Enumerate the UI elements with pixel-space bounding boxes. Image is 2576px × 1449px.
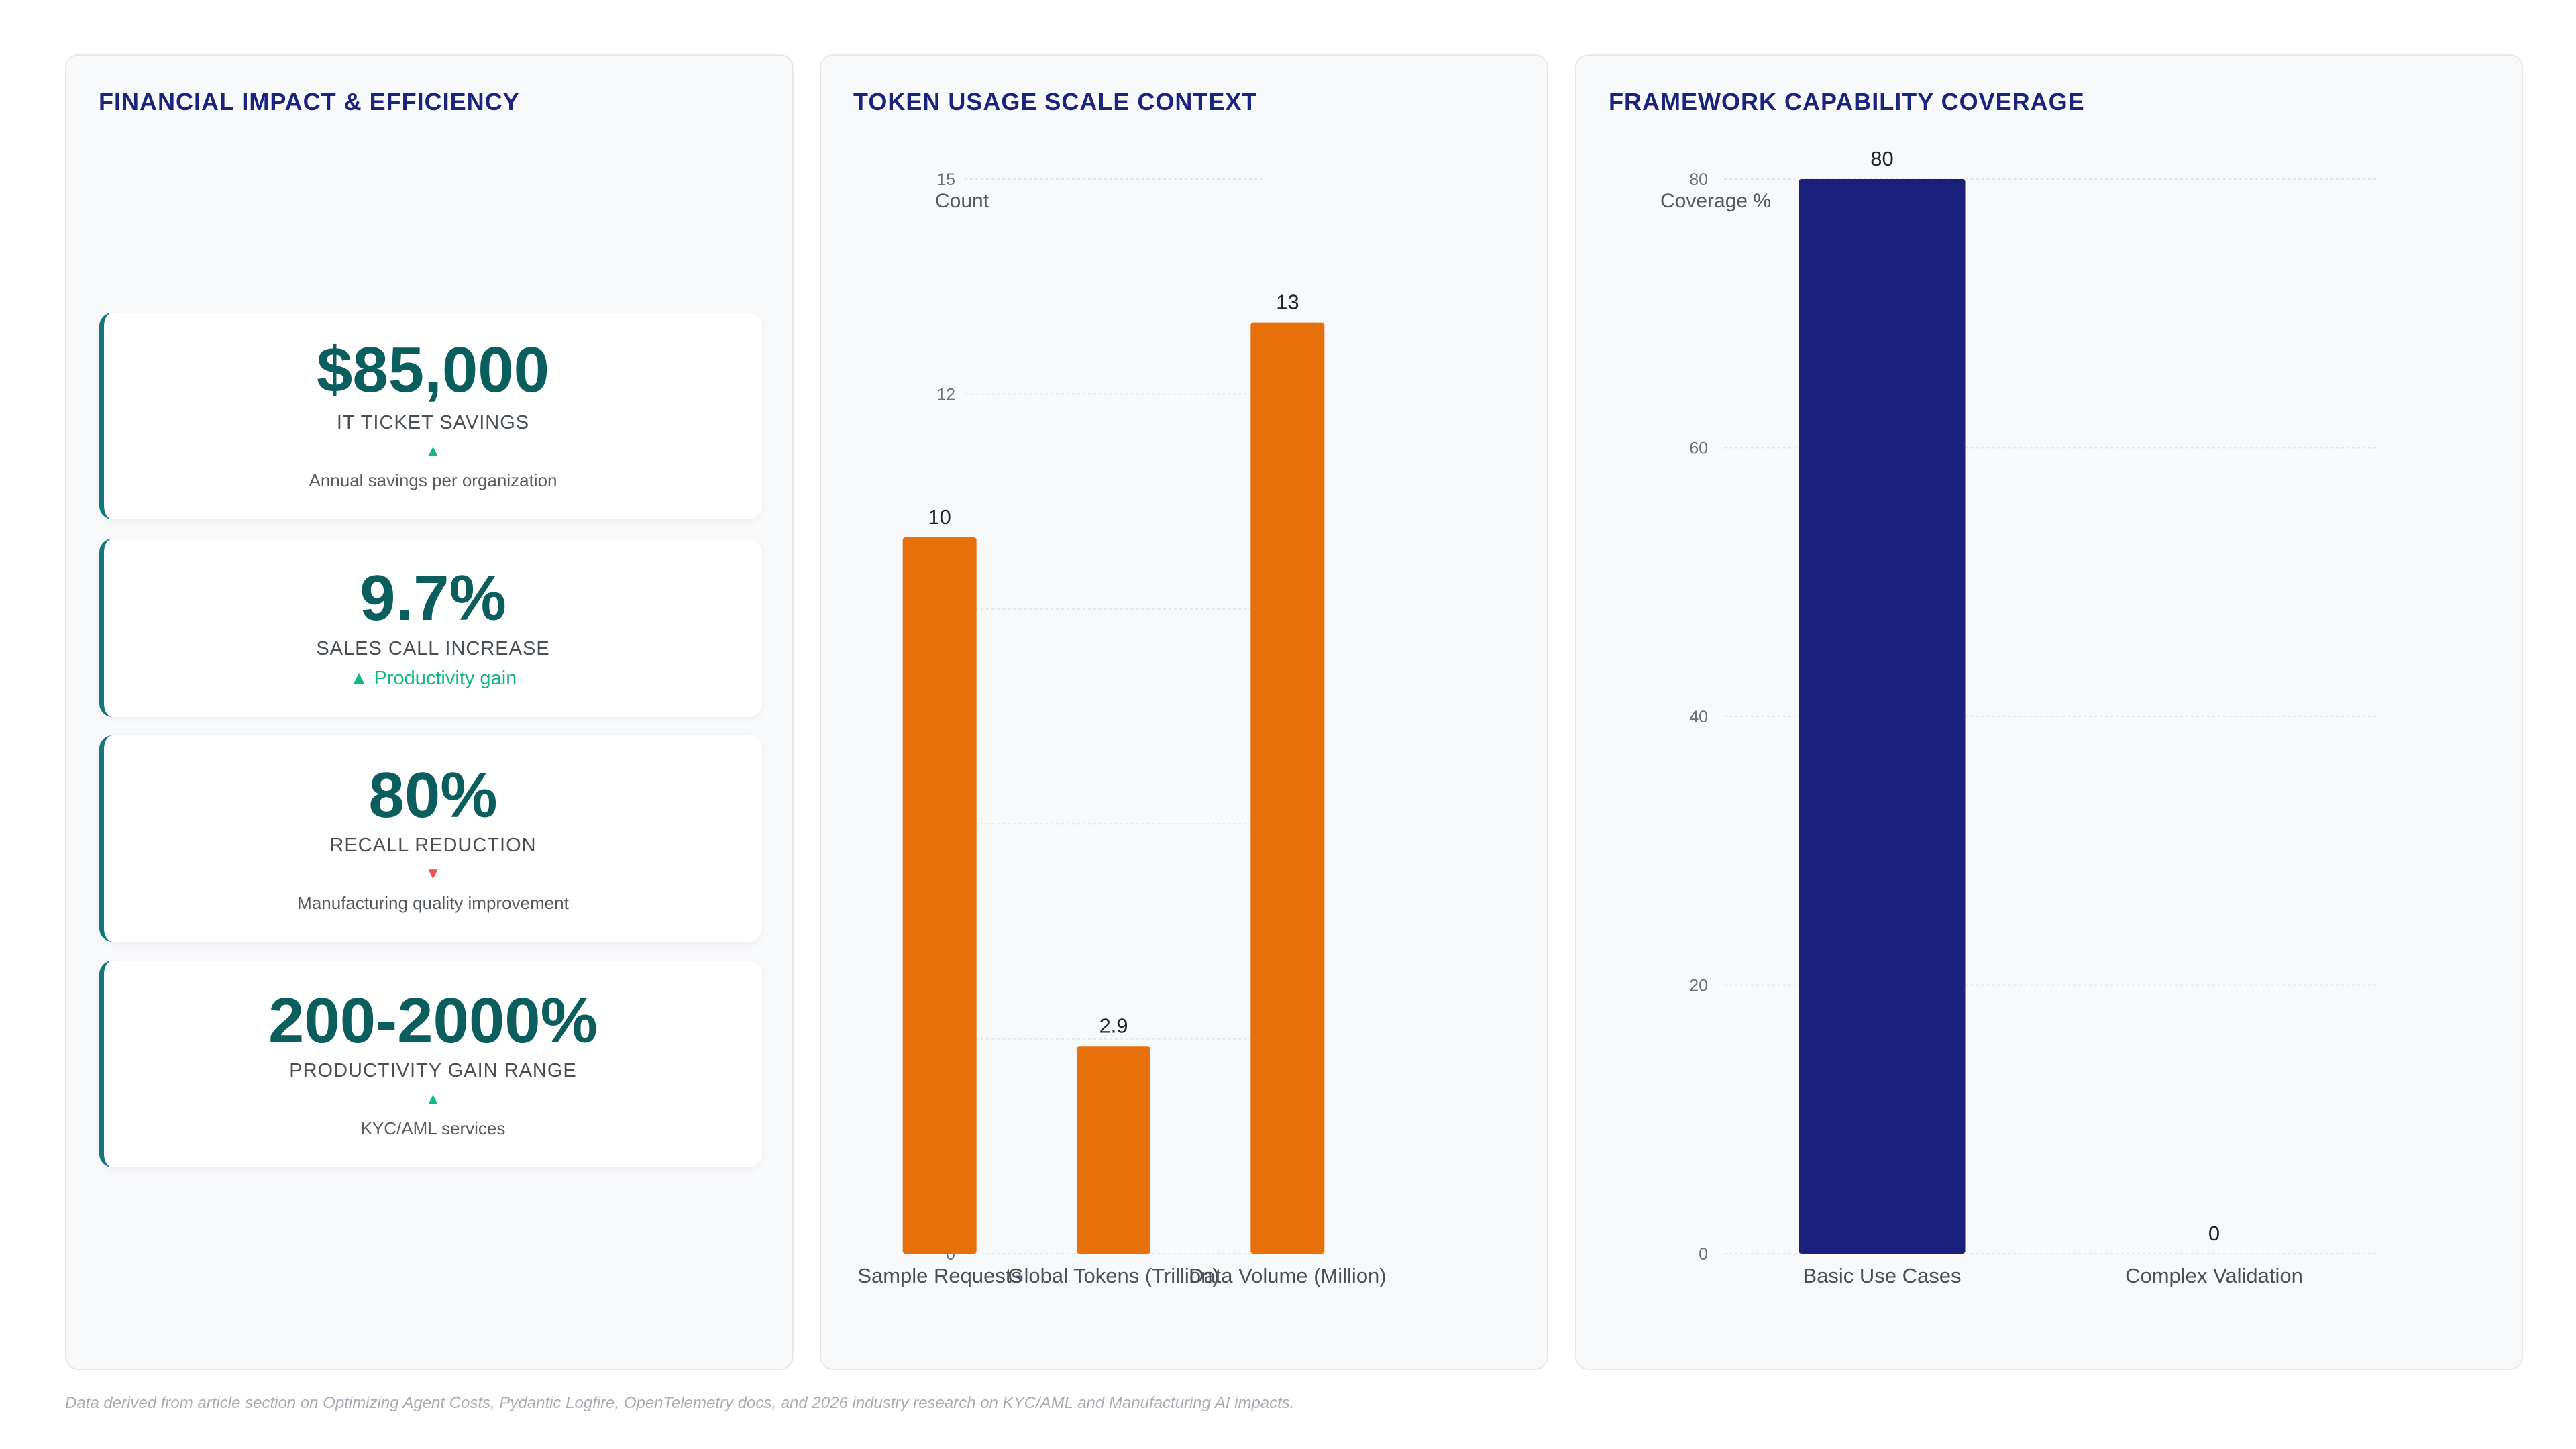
data-label: 80 bbox=[1870, 147, 1893, 170]
kpi-value: 9.7% bbox=[360, 562, 506, 634]
trend-up-icon: ▲ bbox=[425, 442, 441, 460]
kpi-label: IT TICKET SAVINGS bbox=[336, 412, 530, 433]
kpi-card-recall-reduction: 80% RECALL REDUCTION ▼ Manufacturing qua… bbox=[99, 735, 762, 942]
trend-down-icon: ▼ bbox=[425, 865, 441, 883]
kpi-card-sales-call-increase: 9.7% SALES CALL INCREASE ▲ Productivity … bbox=[99, 539, 762, 717]
data-label: 10 bbox=[928, 505, 951, 529]
y-tick-label: 20 bbox=[1689, 977, 1708, 996]
y-tick-label: 60 bbox=[1689, 439, 1708, 458]
data-label: 13 bbox=[1276, 290, 1299, 314]
kpi-description: Manufacturing quality improvement bbox=[297, 893, 569, 913]
kpi-trend-productivity-gain: ▲ Productivity gain bbox=[349, 667, 517, 689]
financial-impact-panel: FINANCIAL IMPACT & EFFICIENCY $85,000 IT… bbox=[65, 54, 794, 1370]
framework-coverage-panel: FRAMEWORK CAPABILITY COVERAGE Coverage %… bbox=[1575, 54, 2523, 1370]
bar-1 bbox=[1799, 179, 1966, 1254]
token-chart-title: TOKEN USAGE SCALE CONTEXT bbox=[853, 88, 1258, 115]
y-axis-label: Count bbox=[935, 190, 989, 212]
data-label: 2.9 bbox=[1099, 1014, 1128, 1037]
y-tick-label: 40 bbox=[1689, 708, 1708, 727]
kpi-label: RECALL REDUCTION bbox=[329, 835, 537, 856]
x-tick-label: Complex Validation bbox=[2125, 1264, 2303, 1287]
kpi-card-it-ticket-savings: $85,000 IT TICKET SAVINGS ▲ Annual savin… bbox=[99, 313, 762, 519]
y-tick-label: 15 bbox=[936, 170, 955, 189]
kpi-description: Annual savings per organization bbox=[309, 470, 557, 490]
y-tick-label: 12 bbox=[936, 385, 955, 404]
y-tick-label: 0 bbox=[1699, 1245, 1708, 1264]
y-axis-label: Coverage % bbox=[1660, 190, 1771, 212]
source-footnote: Data derived from article section on Opt… bbox=[65, 1394, 1295, 1412]
x-tick-label: Basic Use Cases bbox=[1803, 1264, 1961, 1287]
framework-coverage-chart: Coverage % 0 20 40 60 80 80 Basic Use Cases 0 Com… bbox=[1660, 147, 2379, 1287]
financial-panel-title: FINANCIAL IMPACT & EFFICIENCY bbox=[99, 88, 520, 115]
kpi-label: PRODUCTIVITY GAIN RANGE bbox=[289, 1060, 577, 1081]
bar-3 bbox=[1250, 322, 1325, 1254]
kpi-card-productivity-gain-range: 200-2000% PRODUCTIVITY GAIN RANGE ▲ KYC/… bbox=[99, 961, 762, 1167]
kpi-description: KYC/AML services bbox=[360, 1118, 506, 1138]
token-usage-panel: TOKEN USAGE SCALE CONTEXT Count036912151… bbox=[820, 54, 1548, 1370]
kpi-label: SALES CALL INCREASE bbox=[316, 638, 550, 659]
bar-2 bbox=[1077, 1046, 1150, 1254]
x-tick-label: Sample Requests bbox=[857, 1264, 1022, 1287]
x-tick-label: Data Volume (Million) bbox=[1189, 1264, 1387, 1287]
coverage-chart-title: FRAMEWORK CAPABILITY COVERAGE bbox=[1609, 88, 2085, 115]
trend-up-icon: ▲ bbox=[425, 1090, 441, 1108]
token-usage-chart: Count0369121510Sample Requests2.9Global … bbox=[857, 170, 1387, 1287]
kpi-value: 200-2000% bbox=[268, 985, 598, 1057]
bar-1 bbox=[902, 537, 977, 1254]
kpi-value: 80% bbox=[368, 759, 498, 831]
kpi-value: $85,000 bbox=[316, 334, 549, 406]
x-tick-label: Global Tokens (Trillion) bbox=[1008, 1264, 1219, 1287]
y-tick-label: 80 bbox=[1689, 170, 1708, 189]
data-label: 0 bbox=[2208, 1222, 2220, 1245]
